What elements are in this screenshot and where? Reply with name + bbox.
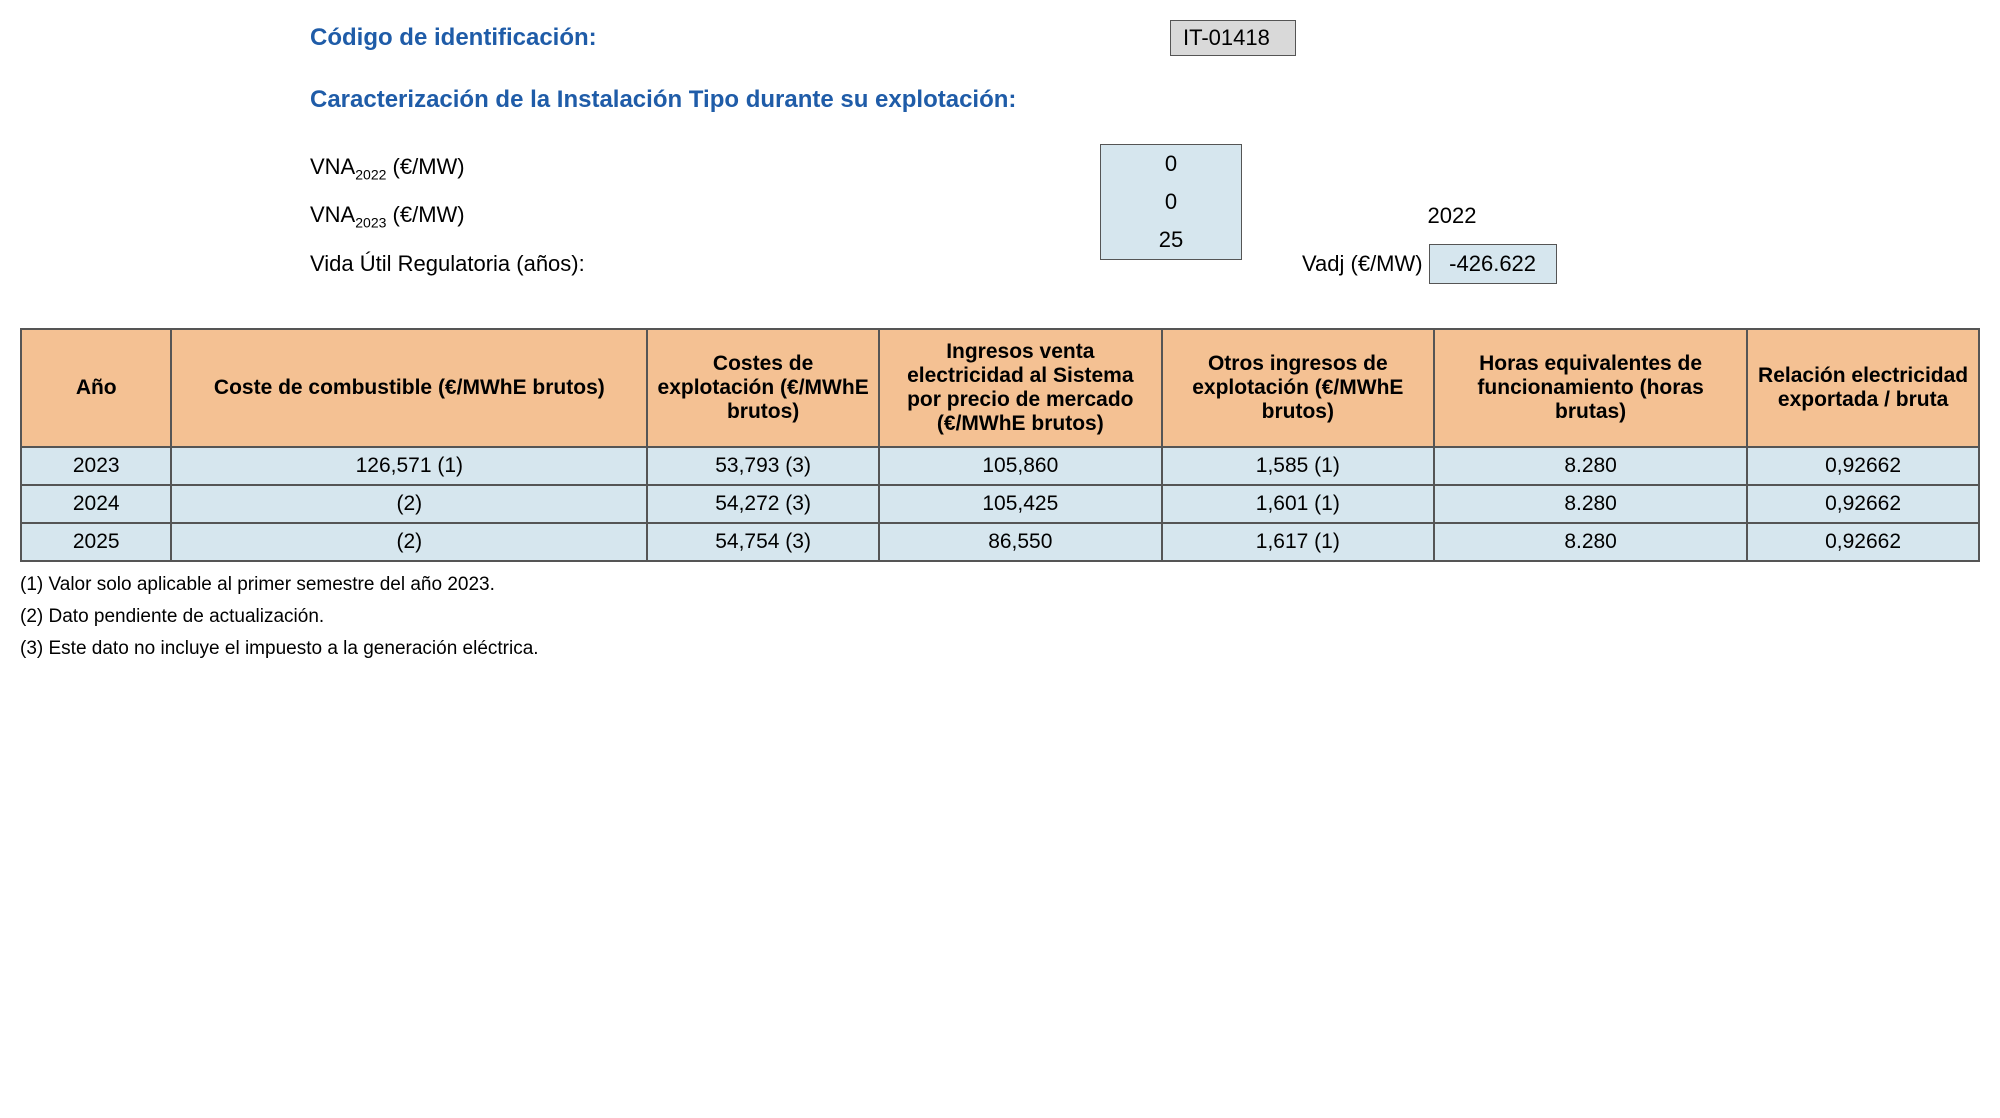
table-cell: 8.280: [1434, 523, 1747, 561]
table-row: 2025(2)54,754 (3)86,5501,617 (1)8.2800,9…: [21, 523, 1979, 561]
vadj-value: -426.622: [1429, 244, 1557, 284]
col-header: Coste de combustible (€/MWhE brutos): [171, 329, 647, 447]
vna2022-label: VNA2022 (€/MW): [310, 154, 1100, 182]
col-header: Otros ingresos de explotación (€/MWhE br…: [1162, 329, 1434, 447]
table-cell: 86,550: [879, 523, 1162, 561]
table-cell: 2024: [21, 485, 171, 523]
col-header: Costes de explotación (€/MWhE brutos): [647, 329, 879, 447]
footnote: (3) Este dato no incluye el impuesto a l…: [20, 638, 1980, 660]
table-cell: (2): [171, 523, 647, 561]
table-row: 2024(2)54,272 (3)105,4251,601 (1)8.2800,…: [21, 485, 1979, 523]
col-header: Relación electricidad exportada / bruta: [1747, 329, 1979, 447]
vna2023-value: 0: [1100, 183, 1242, 222]
table-cell: (2): [171, 485, 647, 523]
col-header: Horas equivalentes de funcionamiento (ho…: [1434, 329, 1747, 447]
footnote: (2) Dato pendiente de actualización.: [20, 606, 1980, 628]
table-cell: 2025: [21, 523, 171, 561]
side-year: 2022: [1302, 203, 1602, 229]
vadj-label: Vadj (€/MW): [1302, 251, 1423, 277]
table-cell: 105,860: [879, 447, 1162, 485]
vida-label: Vida Útil Regulatoria (años):: [310, 251, 1100, 277]
table-cell: 53,793 (3): [647, 447, 879, 485]
table-cell: 1,585 (1): [1162, 447, 1434, 485]
vna2022-value: 0: [1100, 144, 1242, 184]
data-table: AñoCoste de combustible (€/MWhE brutos)C…: [20, 328, 1980, 562]
table-cell: 0,92662: [1747, 447, 1979, 485]
vida-value: 25: [1100, 221, 1242, 260]
table-cell: 2023: [21, 447, 171, 485]
table-cell: 54,272 (3): [647, 485, 879, 523]
table-cell: 54,754 (3): [647, 523, 879, 561]
col-header: Año: [21, 329, 171, 447]
id-label: Código de identificación:: [310, 24, 1170, 52]
footnote: (1) Valor solo aplicable al primer semes…: [20, 574, 1980, 596]
table-cell: 105,425: [879, 485, 1162, 523]
table-cell: 0,92662: [1747, 485, 1979, 523]
table-row: 2023126,571 (1)53,793 (3)105,8601,585 (1…: [21, 447, 1979, 485]
table-cell: 126,571 (1): [171, 447, 647, 485]
table-cell: 1,601 (1): [1162, 485, 1434, 523]
table-cell: 8.280: [1434, 485, 1747, 523]
vna2023-label: VNA2023 (€/MW): [310, 202, 1100, 230]
table-cell: 0,92662: [1747, 523, 1979, 561]
section-heading: Caracterización de la Instalación Tipo d…: [310, 86, 1980, 114]
table-cell: 8.280: [1434, 447, 1747, 485]
id-value-box: IT-01418: [1170, 20, 1296, 56]
col-header: Ingresos venta electricidad al Sistema p…: [879, 329, 1162, 447]
table-cell: 1,617 (1): [1162, 523, 1434, 561]
footnotes: (1) Valor solo aplicable al primer semes…: [20, 574, 1980, 660]
